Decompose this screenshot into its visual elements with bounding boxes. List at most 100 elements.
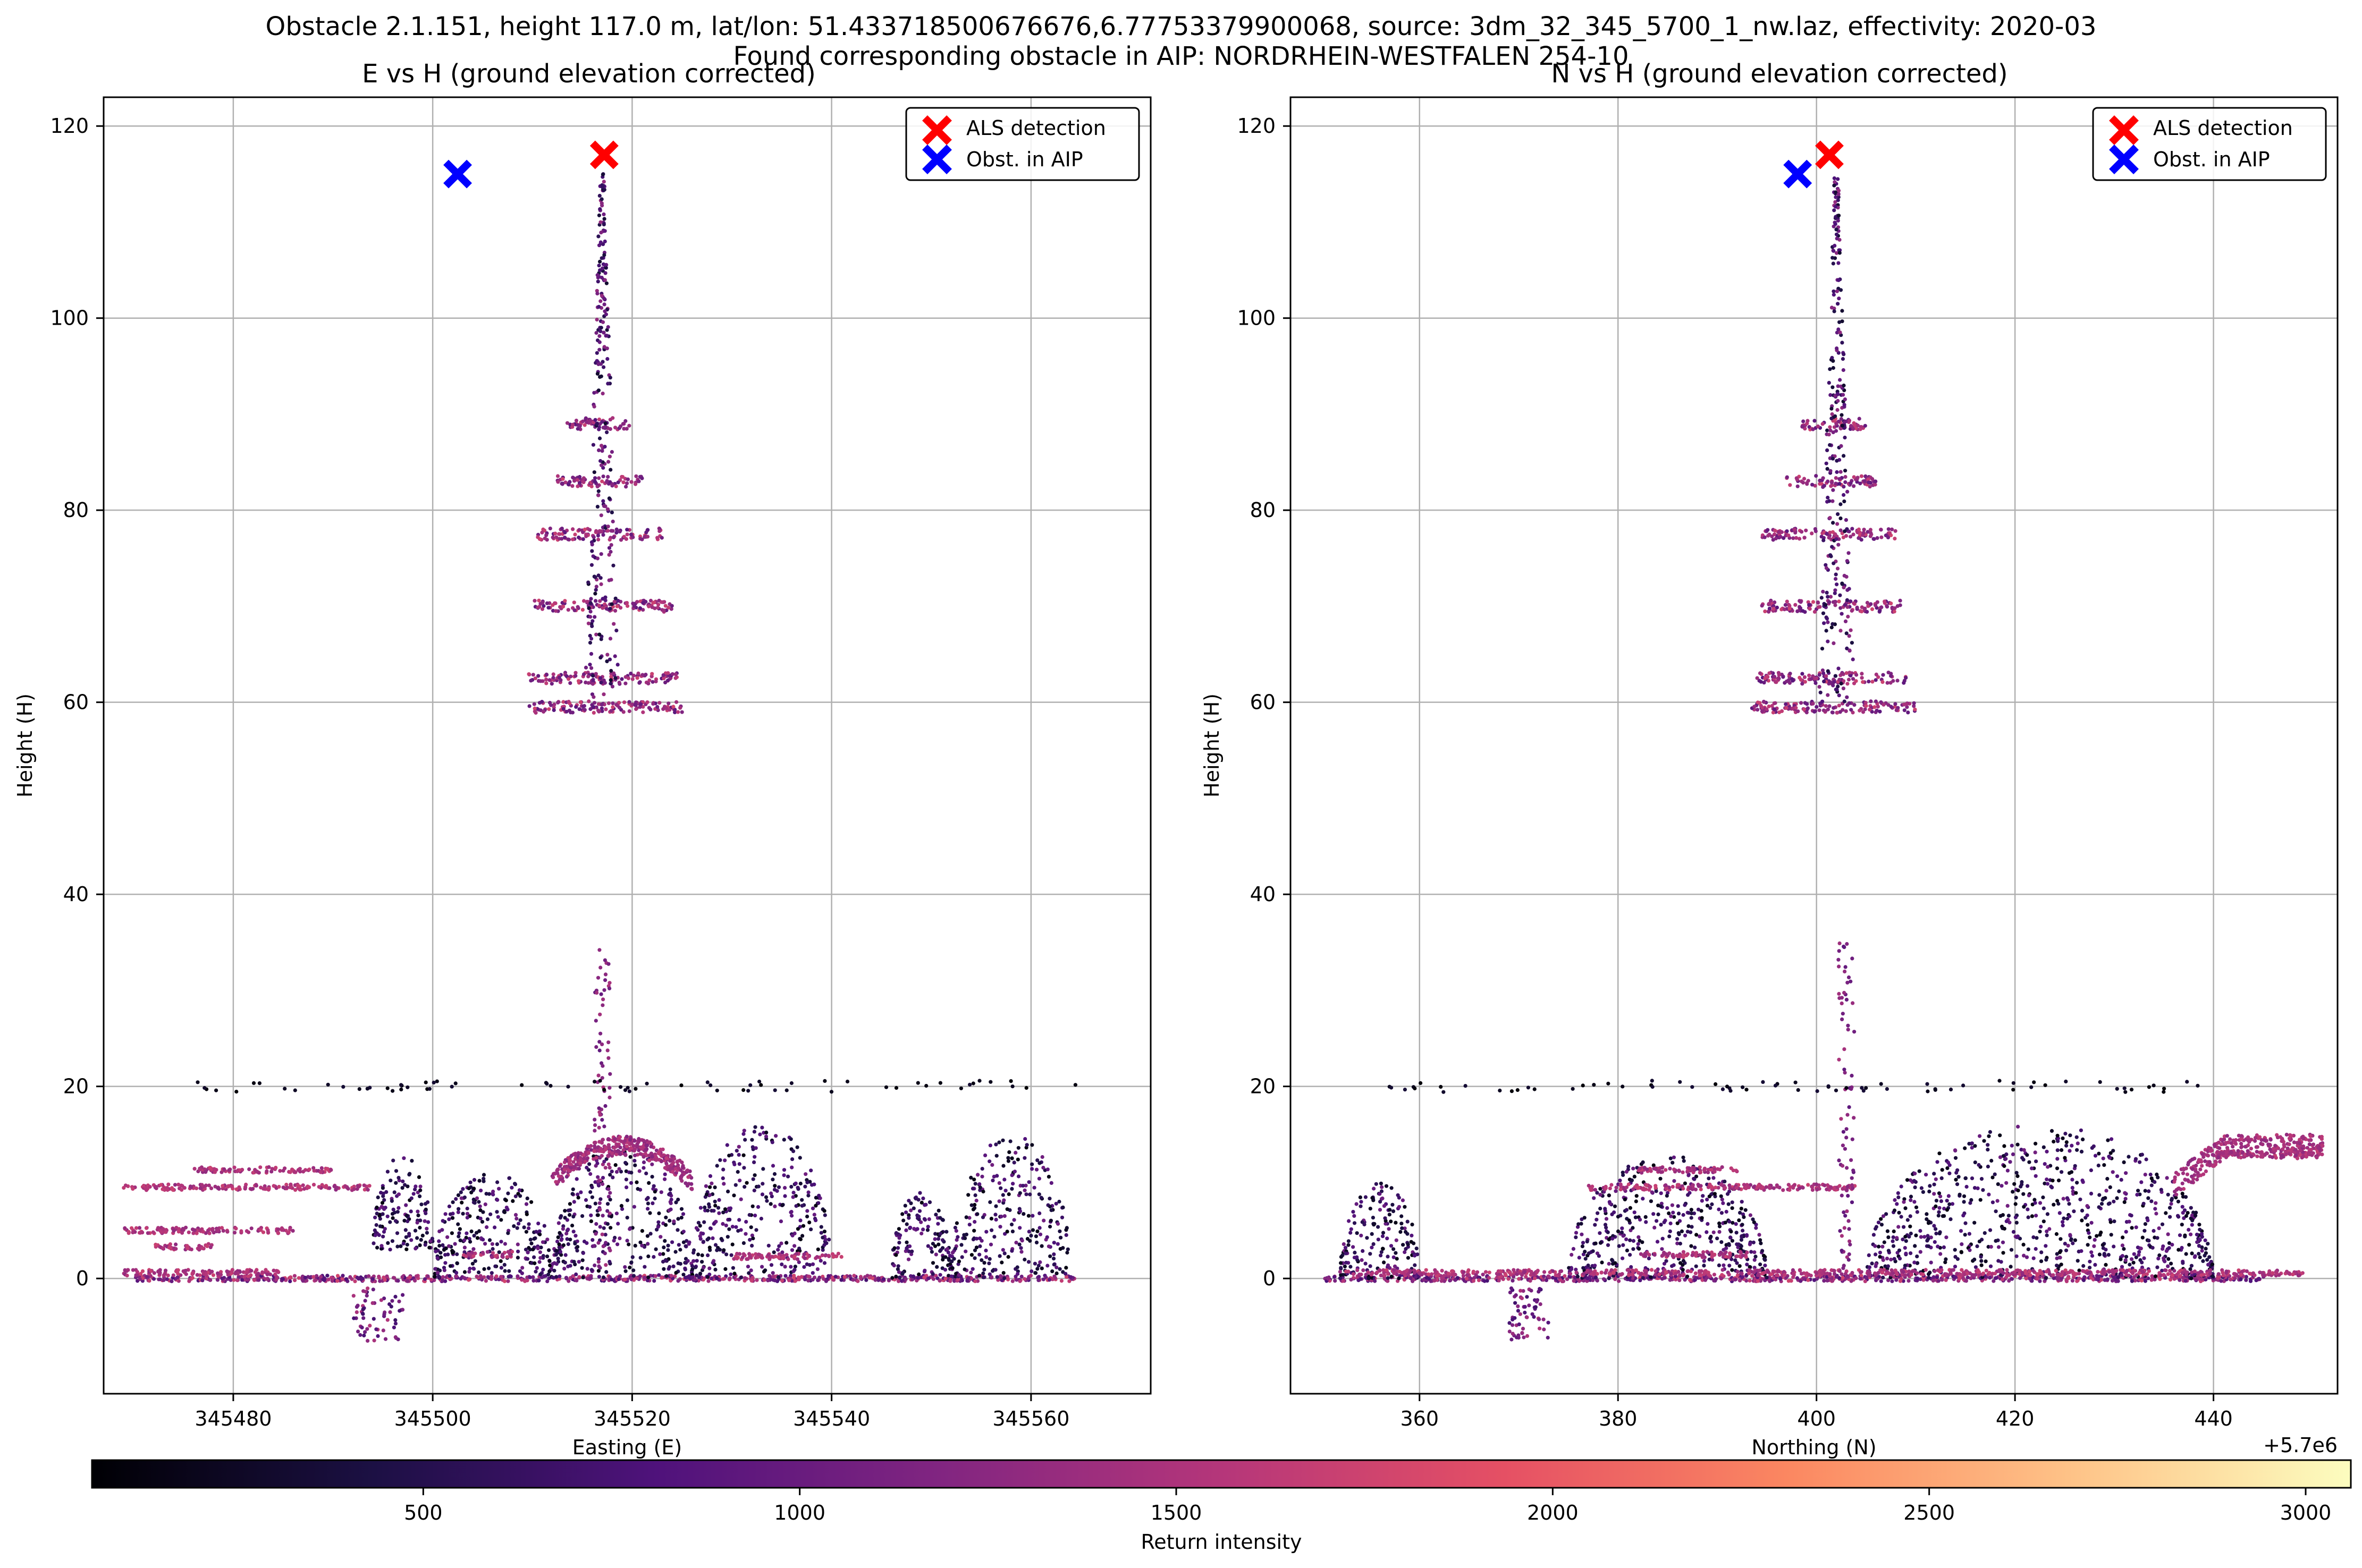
point: [663, 1166, 667, 1170]
point: [948, 1279, 952, 1283]
point: [680, 1165, 685, 1169]
point: [581, 480, 585, 484]
point: [437, 1239, 441, 1243]
point: [753, 1125, 757, 1129]
point: [641, 705, 645, 709]
point: [781, 1256, 785, 1260]
point: [499, 1218, 503, 1222]
point: [602, 1124, 606, 1129]
point: [704, 1184, 708, 1188]
point: [782, 1173, 786, 1177]
point: [593, 1145, 597, 1150]
point: [809, 1227, 813, 1232]
point: [816, 1247, 820, 1251]
point: [625, 1145, 629, 1149]
point: [730, 1242, 735, 1247]
point: [233, 1272, 238, 1276]
point: [594, 599, 598, 603]
point: [988, 1143, 992, 1148]
point: [594, 584, 598, 589]
point: [724, 1223, 728, 1227]
als-detection-legend-label: ALS detection: [966, 116, 1106, 140]
point: [581, 1275, 585, 1279]
point: [741, 1132, 746, 1136]
point: [239, 1229, 243, 1233]
point: [182, 1186, 187, 1190]
point: [244, 1229, 249, 1233]
point: [149, 1269, 153, 1273]
point: [373, 1233, 377, 1238]
point: [1012, 1160, 1016, 1165]
point: [1034, 1240, 1039, 1244]
point: [568, 1238, 572, 1242]
point: [563, 1216, 567, 1220]
point: [630, 677, 635, 681]
point: [689, 1182, 694, 1186]
point: [147, 1278, 151, 1283]
point: [1827, 536, 1831, 540]
point: [988, 1272, 992, 1276]
point: [588, 641, 593, 645]
point: [605, 659, 609, 664]
point: [578, 1158, 583, 1162]
point: [1854, 673, 1859, 677]
point: [1028, 1192, 1032, 1197]
point: [618, 1274, 622, 1278]
point: [904, 1228, 908, 1232]
point: [576, 484, 580, 488]
point: [622, 427, 626, 431]
point: [1852, 423, 1857, 427]
point: [1831, 521, 1835, 525]
point: [165, 1188, 170, 1192]
point: [606, 325, 610, 329]
point: [723, 1267, 728, 1271]
point: [652, 1255, 656, 1259]
point: [408, 1172, 412, 1176]
point: [429, 1277, 433, 1282]
point: [811, 1277, 815, 1282]
point: [938, 1232, 943, 1236]
point: [322, 1276, 326, 1281]
point: [225, 1230, 230, 1234]
point: [264, 1277, 268, 1281]
point: [596, 976, 601, 980]
point: [515, 1226, 519, 1230]
point: [657, 1273, 661, 1277]
point: [379, 1244, 384, 1248]
point: [1065, 1250, 1069, 1255]
point: [1019, 1250, 1024, 1254]
point: [296, 1183, 300, 1188]
point: [552, 1268, 556, 1273]
point: [693, 1277, 697, 1282]
point: [625, 1198, 629, 1202]
point: [1776, 671, 1781, 675]
point: [620, 677, 624, 681]
point: [990, 1163, 994, 1167]
point: [1759, 680, 1763, 684]
point: [725, 1143, 729, 1147]
point: [514, 1216, 519, 1221]
point: [390, 1299, 394, 1303]
point: [607, 496, 611, 501]
point: [615, 1143, 620, 1148]
point: [642, 1166, 646, 1170]
point: [568, 1202, 572, 1206]
point: [646, 1201, 650, 1206]
point: [732, 1162, 737, 1166]
point: [685, 1168, 689, 1173]
point: [598, 1197, 603, 1201]
point: [1875, 600, 1879, 604]
point: [684, 1244, 688, 1248]
point: [537, 1278, 541, 1283]
point: [385, 1214, 390, 1218]
point: [1049, 1218, 1053, 1223]
point: [746, 1265, 750, 1269]
point: [734, 1225, 738, 1229]
point: [796, 1227, 800, 1231]
point: [601, 1182, 605, 1186]
point: [638, 1274, 642, 1279]
point: [982, 1267, 986, 1272]
point: [593, 1263, 597, 1268]
point: [577, 707, 581, 711]
point: [677, 1166, 681, 1171]
